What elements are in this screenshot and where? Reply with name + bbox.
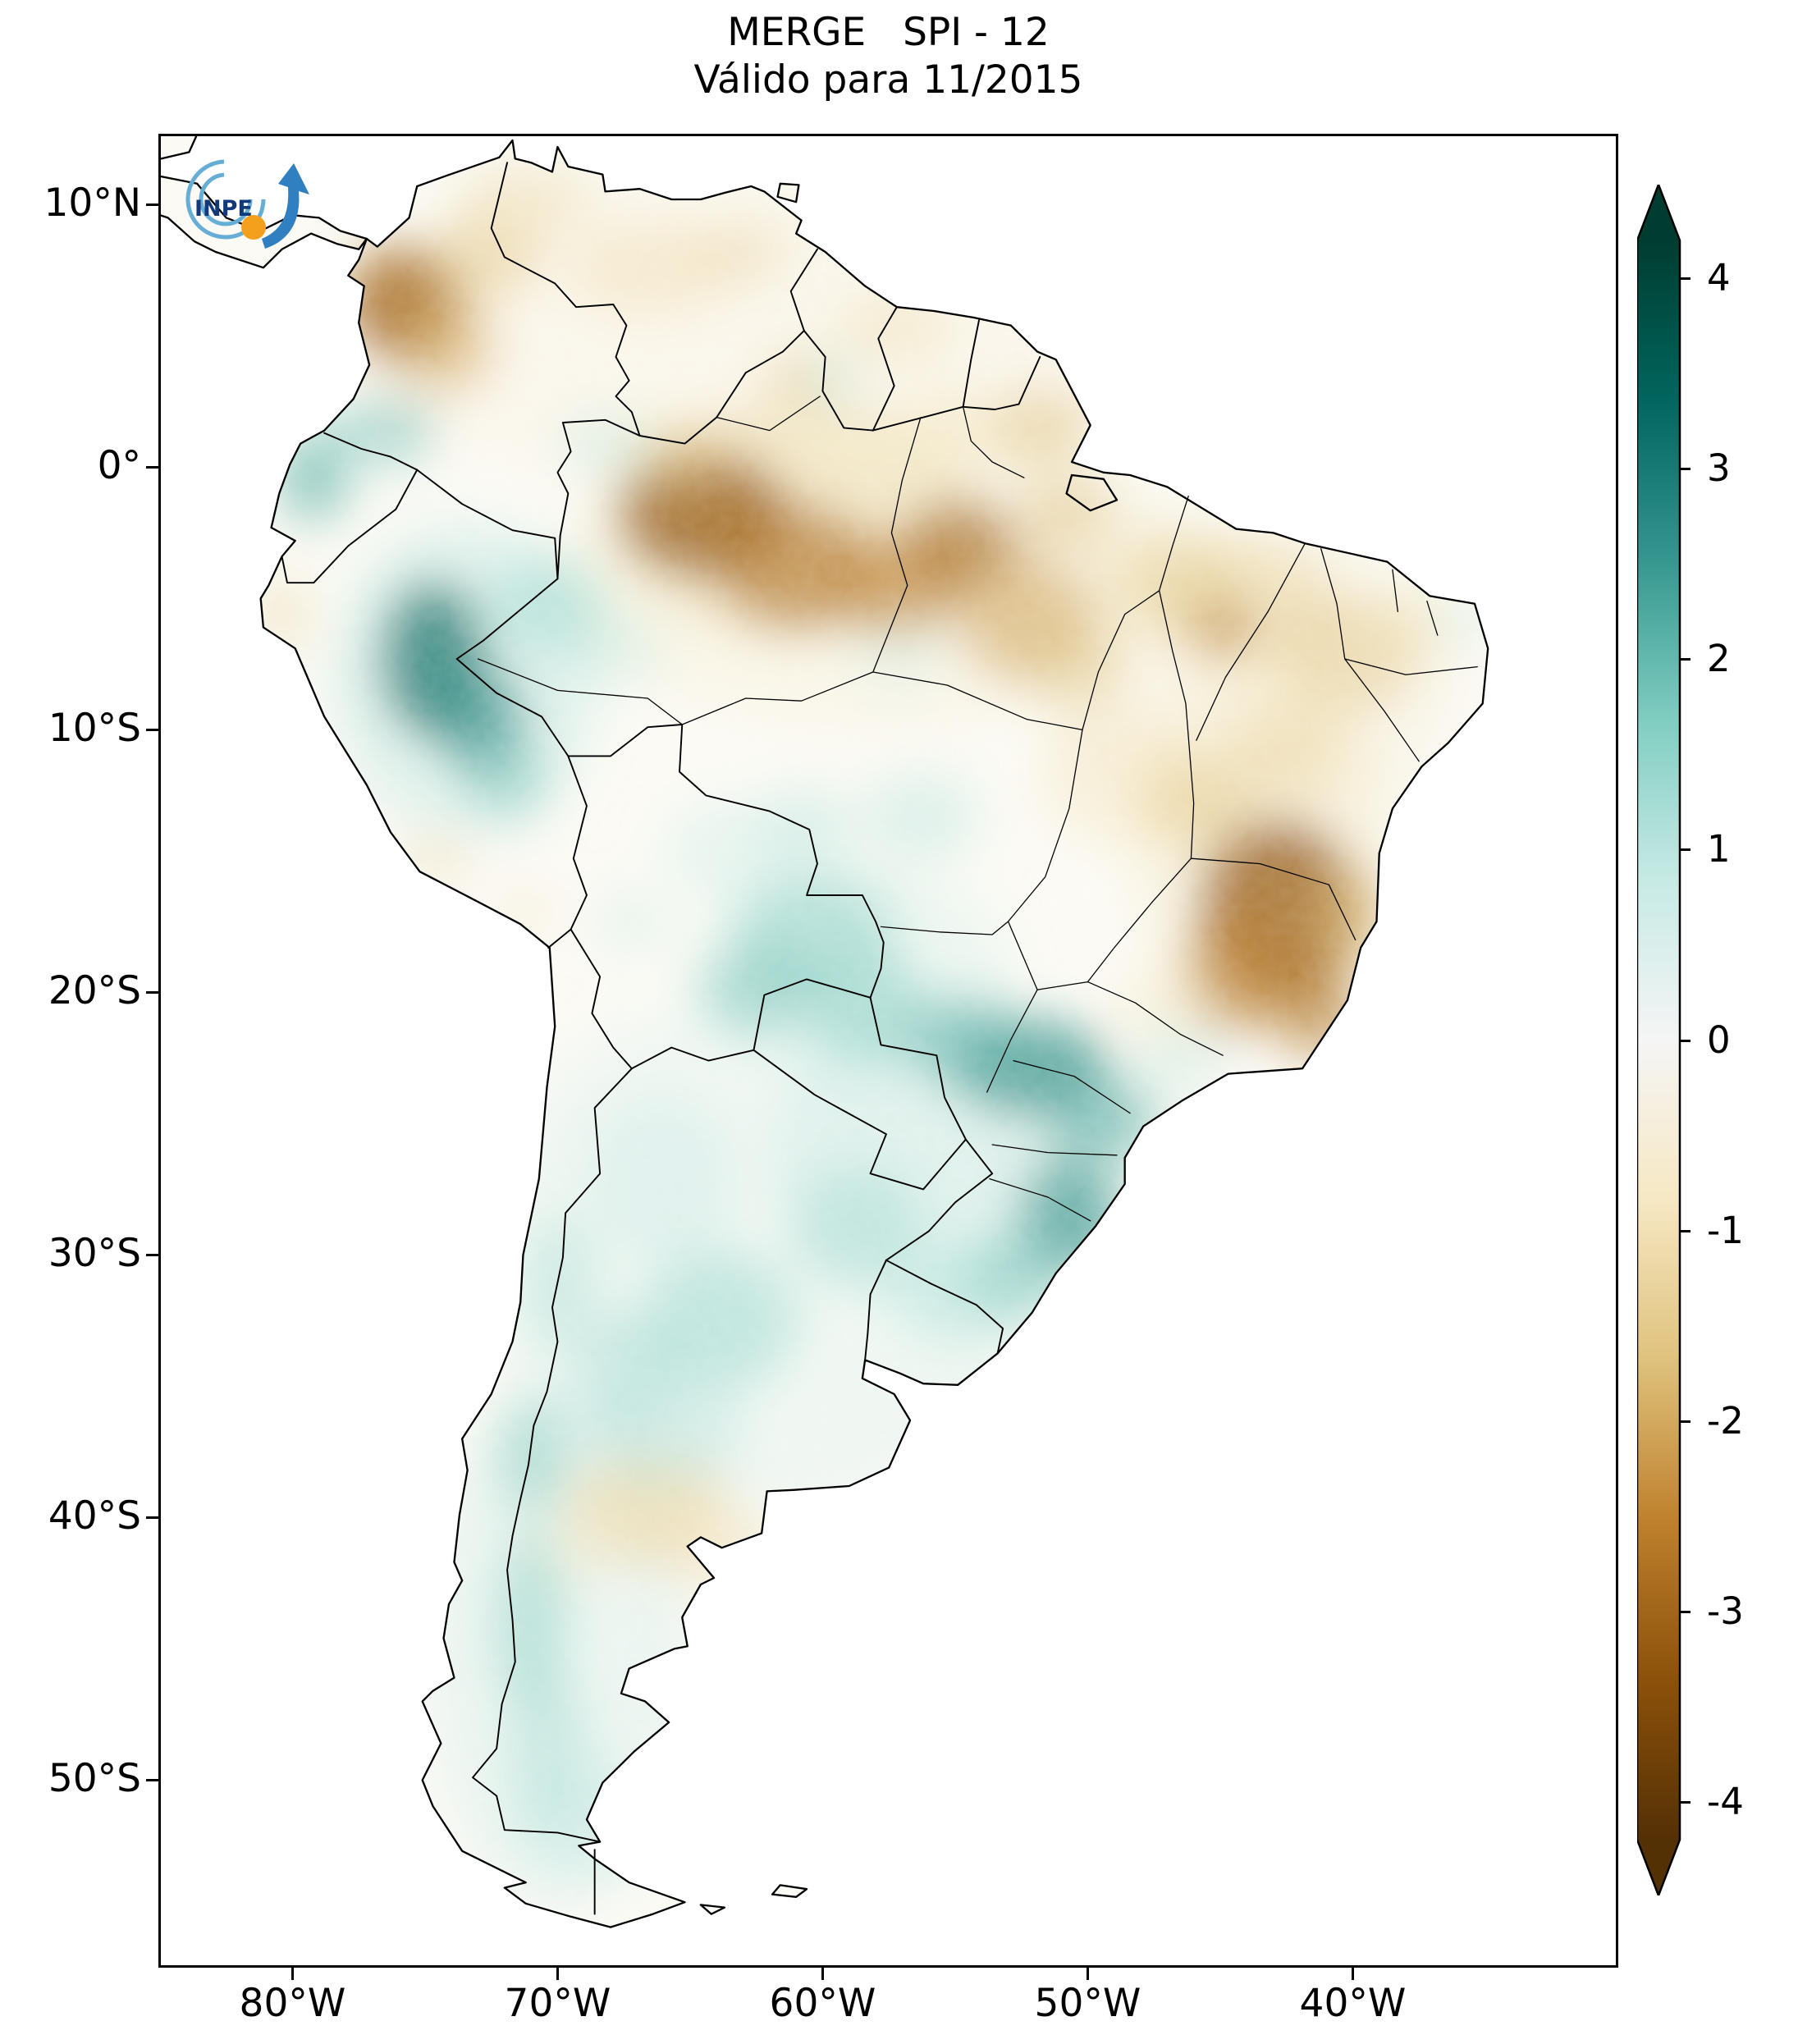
colorbar-tick-label: 1 <box>1707 827 1731 871</box>
colorbar-tick <box>1680 848 1690 852</box>
noise-texture <box>158 134 1489 1927</box>
x-axis-tick-label: 80°W <box>239 1981 346 2026</box>
inpe-logo-swirl-inner-icon <box>199 172 253 226</box>
y-axis-tick-label: 50°S <box>48 1756 141 1802</box>
y-axis-tick-label: 40°S <box>48 1493 141 1539</box>
colorbar-tick-label: -4 <box>1707 1779 1744 1823</box>
colorbar-tick-label: -2 <box>1707 1398 1744 1443</box>
inpe-logo-orange-dot <box>241 215 266 240</box>
colorbar-tick <box>1680 658 1690 661</box>
map-plot: INPE <box>158 134 1618 1968</box>
x-axis-tick <box>1352 1968 1355 1980</box>
inpe-logo-arrow-icon <box>262 163 309 249</box>
y-axis-tick-label: 30°S <box>48 1231 141 1277</box>
y-axis-tick-label: 20°S <box>48 968 141 1014</box>
figure-title: MERGE SPI - 12 <box>727 10 1050 55</box>
state-borders <box>477 396 1478 1222</box>
map-canvas <box>158 134 1618 1968</box>
colorbar-gradient <box>1637 240 1680 1840</box>
colorbar-tick <box>1680 1229 1690 1232</box>
figure-subtitle: Válido para 11/2015 <box>693 57 1083 103</box>
y-axis-tick <box>146 203 158 207</box>
colorbar-outline <box>1637 185 1681 1895</box>
colorbar-extend-min <box>1637 1840 1680 1895</box>
y-axis-tick <box>146 729 158 732</box>
colorbar-tick-label: 3 <box>1707 446 1731 491</box>
colorbar-tick <box>1680 468 1690 471</box>
y-axis-tick <box>146 991 158 995</box>
colorbar-tick-label: 4 <box>1707 256 1731 300</box>
x-axis-tick-label: 60°W <box>769 1981 876 2026</box>
y-axis-tick <box>146 1779 158 1782</box>
colorbar-tick <box>1680 1420 1690 1423</box>
colorbar-tick <box>1680 277 1690 281</box>
x-axis-tick <box>556 1968 560 1980</box>
x-axis-tick-label: 40°W <box>1299 1981 1407 2026</box>
y-axis-tick-label: 0° <box>97 443 141 489</box>
colorbar <box>1637 185 1681 1895</box>
colorbar-tick-label: 2 <box>1707 637 1731 681</box>
y-axis-tick-label: 10°N <box>43 181 141 226</box>
country-borders <box>281 162 1041 1915</box>
y-axis-tick <box>146 466 158 469</box>
inpe-logo: INPE <box>185 159 309 249</box>
y-axis-tick <box>146 1254 158 1257</box>
x-axis-tick-label: 50°W <box>1034 1981 1141 2026</box>
colorbar-tick <box>1680 1800 1690 1804</box>
colorbar-tick-label: -1 <box>1707 1208 1744 1252</box>
colorbar-extend-max <box>1637 185 1680 240</box>
x-axis-tick-label: 70°W <box>504 1981 611 2026</box>
x-axis-tick <box>821 1968 825 1980</box>
colorbar-tick <box>1680 1039 1690 1042</box>
colorbar-tick <box>1680 1610 1690 1613</box>
colorbar-tick-label: -3 <box>1707 1589 1744 1633</box>
inpe-logo-text: INPE <box>194 196 253 222</box>
y-axis-tick <box>146 1516 158 1520</box>
x-axis-tick <box>291 1968 295 1980</box>
x-axis-tick <box>1087 1968 1090 1980</box>
y-axis-tick-label: 10°S <box>48 706 141 752</box>
colorbar-tick-label: 0 <box>1707 1017 1731 1062</box>
